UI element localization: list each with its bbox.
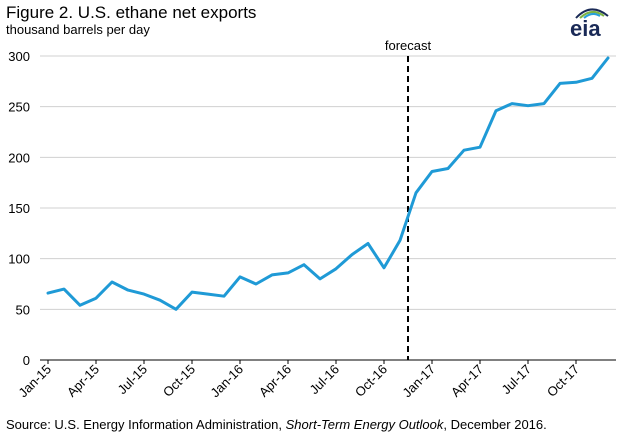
data-point	[159, 299, 162, 302]
source-suffix: , December 2016.	[443, 417, 547, 432]
x-tick-label: Jan-15	[15, 362, 54, 401]
y-tick-label: 200	[8, 150, 30, 165]
data-point	[175, 308, 178, 311]
data-point	[303, 263, 306, 266]
x-tick-label: Jul-15	[114, 362, 150, 398]
data-point	[543, 102, 546, 105]
x-tick-label: Apr-16	[256, 362, 294, 400]
source-prefix: Source: U.S. Energy Information Administ…	[6, 417, 286, 432]
data-point	[351, 253, 354, 256]
data-point	[239, 275, 242, 278]
data-point	[591, 77, 594, 80]
x-tick-label: Oct-17	[544, 362, 582, 400]
data-point	[511, 102, 514, 105]
x-tick-label: Jan-17	[399, 362, 438, 401]
chart-title: Figure 2. U.S. ethane net exports	[6, 3, 257, 22]
eia-logo-text: eia	[570, 16, 601, 41]
eia-logo-icon	[575, 8, 609, 19]
data-point	[79, 304, 82, 307]
data-point	[575, 81, 578, 84]
source-italic: Short-Term Energy Outlook	[285, 417, 444, 432]
y-tick-label: 250	[8, 100, 30, 115]
y-tick-label: 100	[8, 252, 30, 267]
x-tick-label: Apr-15	[64, 362, 102, 400]
data-point	[495, 109, 498, 112]
x-tick-label: Jan-16	[207, 362, 246, 401]
data-point	[63, 288, 66, 291]
data-point	[367, 242, 370, 245]
data-point	[191, 291, 194, 294]
data-point	[111, 280, 114, 283]
x-tick-label: Apr-17	[448, 362, 486, 400]
x-tick-label: Jul-16	[306, 362, 342, 398]
data-point	[127, 289, 130, 292]
data-point	[447, 167, 450, 170]
data-point	[287, 271, 290, 274]
data-point	[463, 149, 466, 152]
data-point	[383, 266, 386, 269]
y-tick-label: 50	[16, 302, 30, 317]
data-point	[559, 82, 562, 85]
data-point	[255, 283, 258, 286]
data-point	[271, 273, 274, 276]
y-tick-label: 300	[8, 49, 30, 64]
y-tick-label: 0	[23, 353, 30, 368]
x-tick-label: Oct-15	[160, 362, 198, 400]
data-point	[47, 292, 50, 295]
forecast-label: forecast	[385, 38, 432, 53]
x-tick-label: Oct-16	[352, 362, 390, 400]
source-note: Source: U.S. Energy Information Administ…	[6, 417, 547, 433]
x-tick-label: Jul-17	[498, 362, 534, 398]
data-point	[207, 293, 210, 296]
data-point	[95, 297, 98, 300]
series-line	[46, 56, 610, 311]
data-point	[335, 267, 338, 270]
data-point	[431, 170, 434, 173]
y-tick-label: 150	[8, 201, 30, 216]
data-point	[415, 191, 418, 194]
data-point	[319, 277, 322, 280]
data-point	[607, 57, 610, 60]
chart-subtitle: thousand barrels per day	[6, 22, 150, 37]
data-point	[399, 239, 402, 242]
data-point	[479, 146, 482, 149]
data-point	[527, 104, 530, 107]
data-point	[223, 295, 226, 298]
data-point	[143, 293, 146, 296]
